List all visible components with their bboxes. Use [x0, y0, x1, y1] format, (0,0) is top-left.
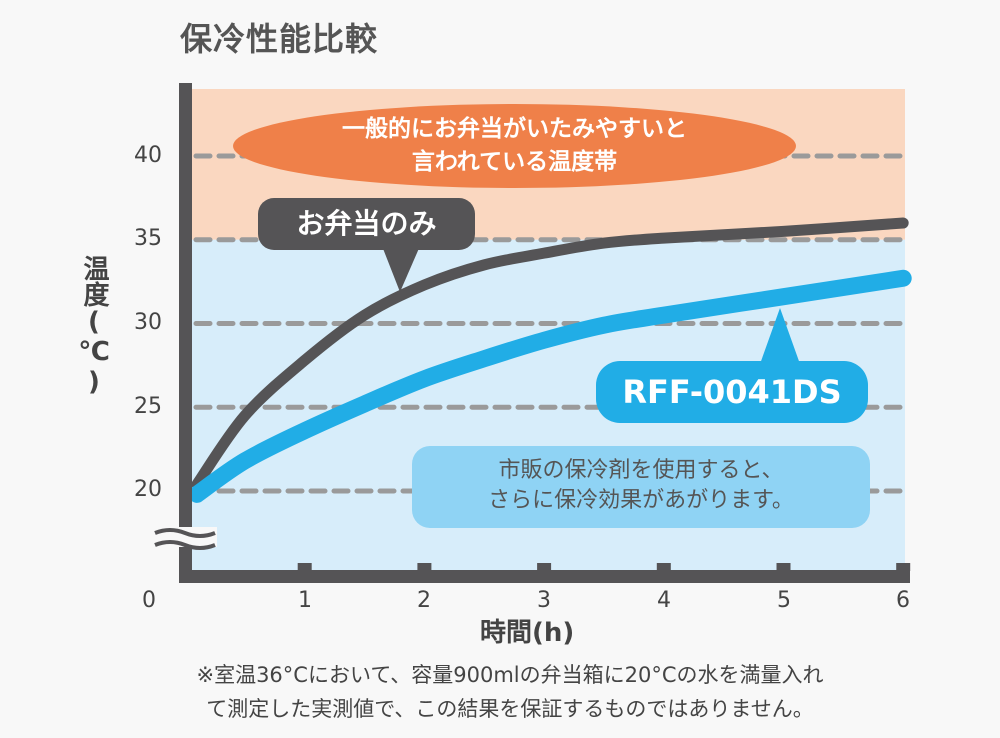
annotation-line: さらに保冷効果があがります。 — [488, 488, 794, 513]
x-axis-label: 時間(h) — [480, 618, 575, 648]
x-tick-label: 5 — [777, 588, 791, 613]
x-tick-mark — [297, 563, 312, 571]
x-tick-mark — [656, 563, 671, 571]
x-tick-mark — [896, 563, 911, 571]
x-tick-label: 1 — [298, 588, 312, 613]
y-tick-label: 30 — [134, 310, 162, 335]
y-tick-label: 40 — [134, 143, 162, 168]
series-line-rff-0041ds — [188, 269, 912, 503]
series-label-rff-0041ds: RFF-0041DS — [596, 361, 868, 423]
annotation-line: 一般的にお弁当がいたみやすいと — [342, 116, 687, 142]
series-label-lunchbox-only: お弁当のみ — [258, 198, 475, 250]
y-axis — [179, 83, 192, 583]
x-tick-label: 0 — [142, 588, 156, 613]
chart-title: 保冷性能比較 — [180, 20, 379, 58]
annotation-line: 市販の保冷剤を使用すると、 — [498, 458, 784, 483]
danger-zone-annotation: 一般的にお弁当がいたみやすいと 言われている温度帯 — [233, 104, 796, 188]
series-label-pointer — [382, 246, 420, 292]
x-tick-label: 6 — [896, 588, 910, 613]
x-tick-mark — [776, 563, 791, 571]
footnote: ※室温36°Cにおいて、容量900mlの弁当箱に20°Cの水を満量入れ て測定し… — [60, 658, 960, 726]
ice-pack-note: 市販の保冷剤を使用すると、 さらに保冷効果があがります。 — [412, 446, 870, 528]
footnote-line: て測定した実測値で、この結果を保証するものではありません。 — [206, 697, 814, 721]
footnote-line: ※室温36°Cにおいて、容量900mlの弁当箱に20°Cの水を満量入れ — [196, 663, 824, 687]
y-tick-label: 35 — [134, 226, 162, 251]
y-axis-label: 温度(℃) — [79, 255, 109, 397]
x-tick-label: 3 — [537, 588, 551, 613]
x-axis — [179, 570, 910, 583]
axis-break-icon — [154, 528, 216, 550]
y-tick-label: 20 — [134, 477, 162, 502]
x-tick-mark — [537, 563, 552, 571]
x-tick-mark — [417, 563, 432, 571]
y-tick-label: 25 — [134, 394, 162, 419]
series-label-pointer — [760, 308, 800, 364]
x-tick-label: 2 — [417, 588, 431, 613]
x-tick-label: 4 — [657, 588, 671, 613]
series-line-lunchbox-only — [191, 217, 909, 490]
annotation-line: 言われている温度帯 — [411, 149, 618, 175]
